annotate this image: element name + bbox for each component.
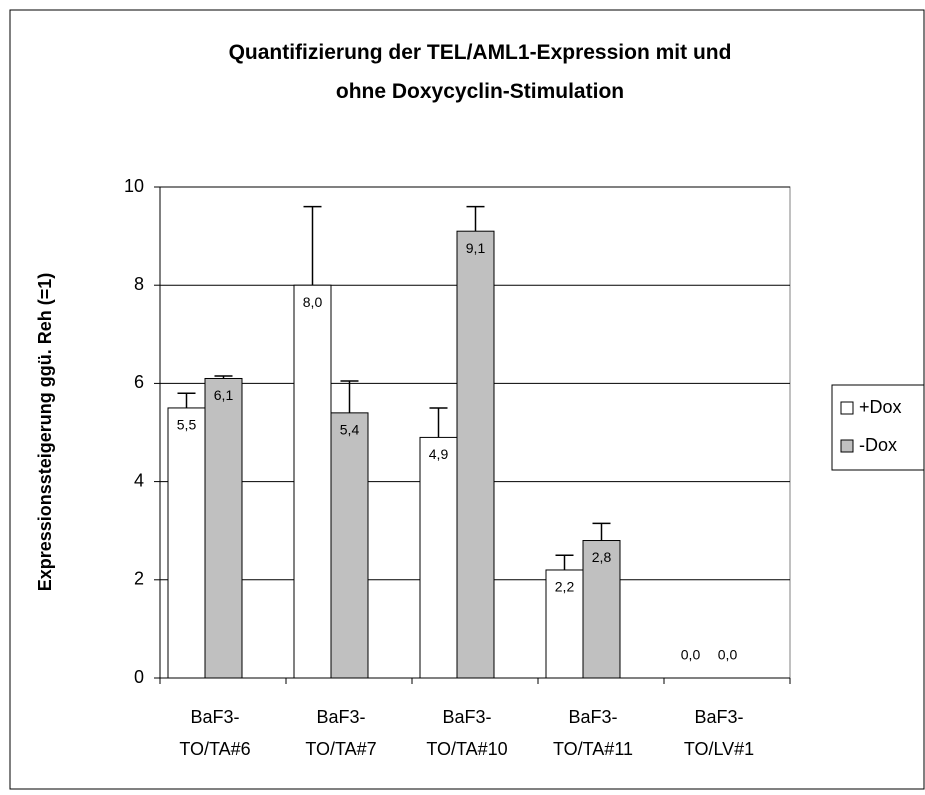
bar [456,230,495,679]
data-label: 5,4 [340,422,360,438]
data-label: 0,0 [681,647,701,663]
bar [204,377,243,679]
bar [167,407,206,679]
legend-label: +Dox [859,397,902,417]
data-label: 5,5 [177,417,197,433]
x-tick-label: BaF3-TO/TA#7 [305,707,376,759]
legend-label: -Dox [859,435,897,455]
data-label: 2,2 [555,579,575,595]
y-tick-label: 4 [134,470,144,490]
bar [545,569,584,679]
bar [419,436,458,679]
x-tick-label: BaF3-TO/TA#11 [553,707,633,759]
bar [330,412,369,679]
bar [293,284,332,679]
data-label: 2,8 [592,549,612,565]
legend-swatch [840,401,854,415]
y-tick-label: 10 [124,176,144,196]
x-tick-label: BaF3-TO/LV#1 [684,707,754,759]
bar [582,540,621,679]
data-label: 6,1 [214,387,234,403]
data-label: 4,9 [429,446,449,462]
data-label: 0,0 [718,647,738,663]
legend-box [831,384,925,471]
y-tick-label: 8 [134,274,144,294]
y-tick-label: 6 [134,372,144,392]
legend-swatch [840,439,854,453]
data-label: 9,1 [466,240,486,256]
chart-title: Quantifizierung der TEL/AML1-Expression … [229,41,732,103]
x-tick-label: BaF3-TO/TA#10 [426,707,507,759]
y-axis-label: Expressionssteigerung ggü. Reh (=1) [35,273,55,592]
y-tick-label: 2 [134,569,144,589]
x-tick-label: BaF3-TO/TA#6 [179,707,250,759]
data-label: 8,0 [303,294,323,310]
y-tick-label: 0 [134,667,144,687]
